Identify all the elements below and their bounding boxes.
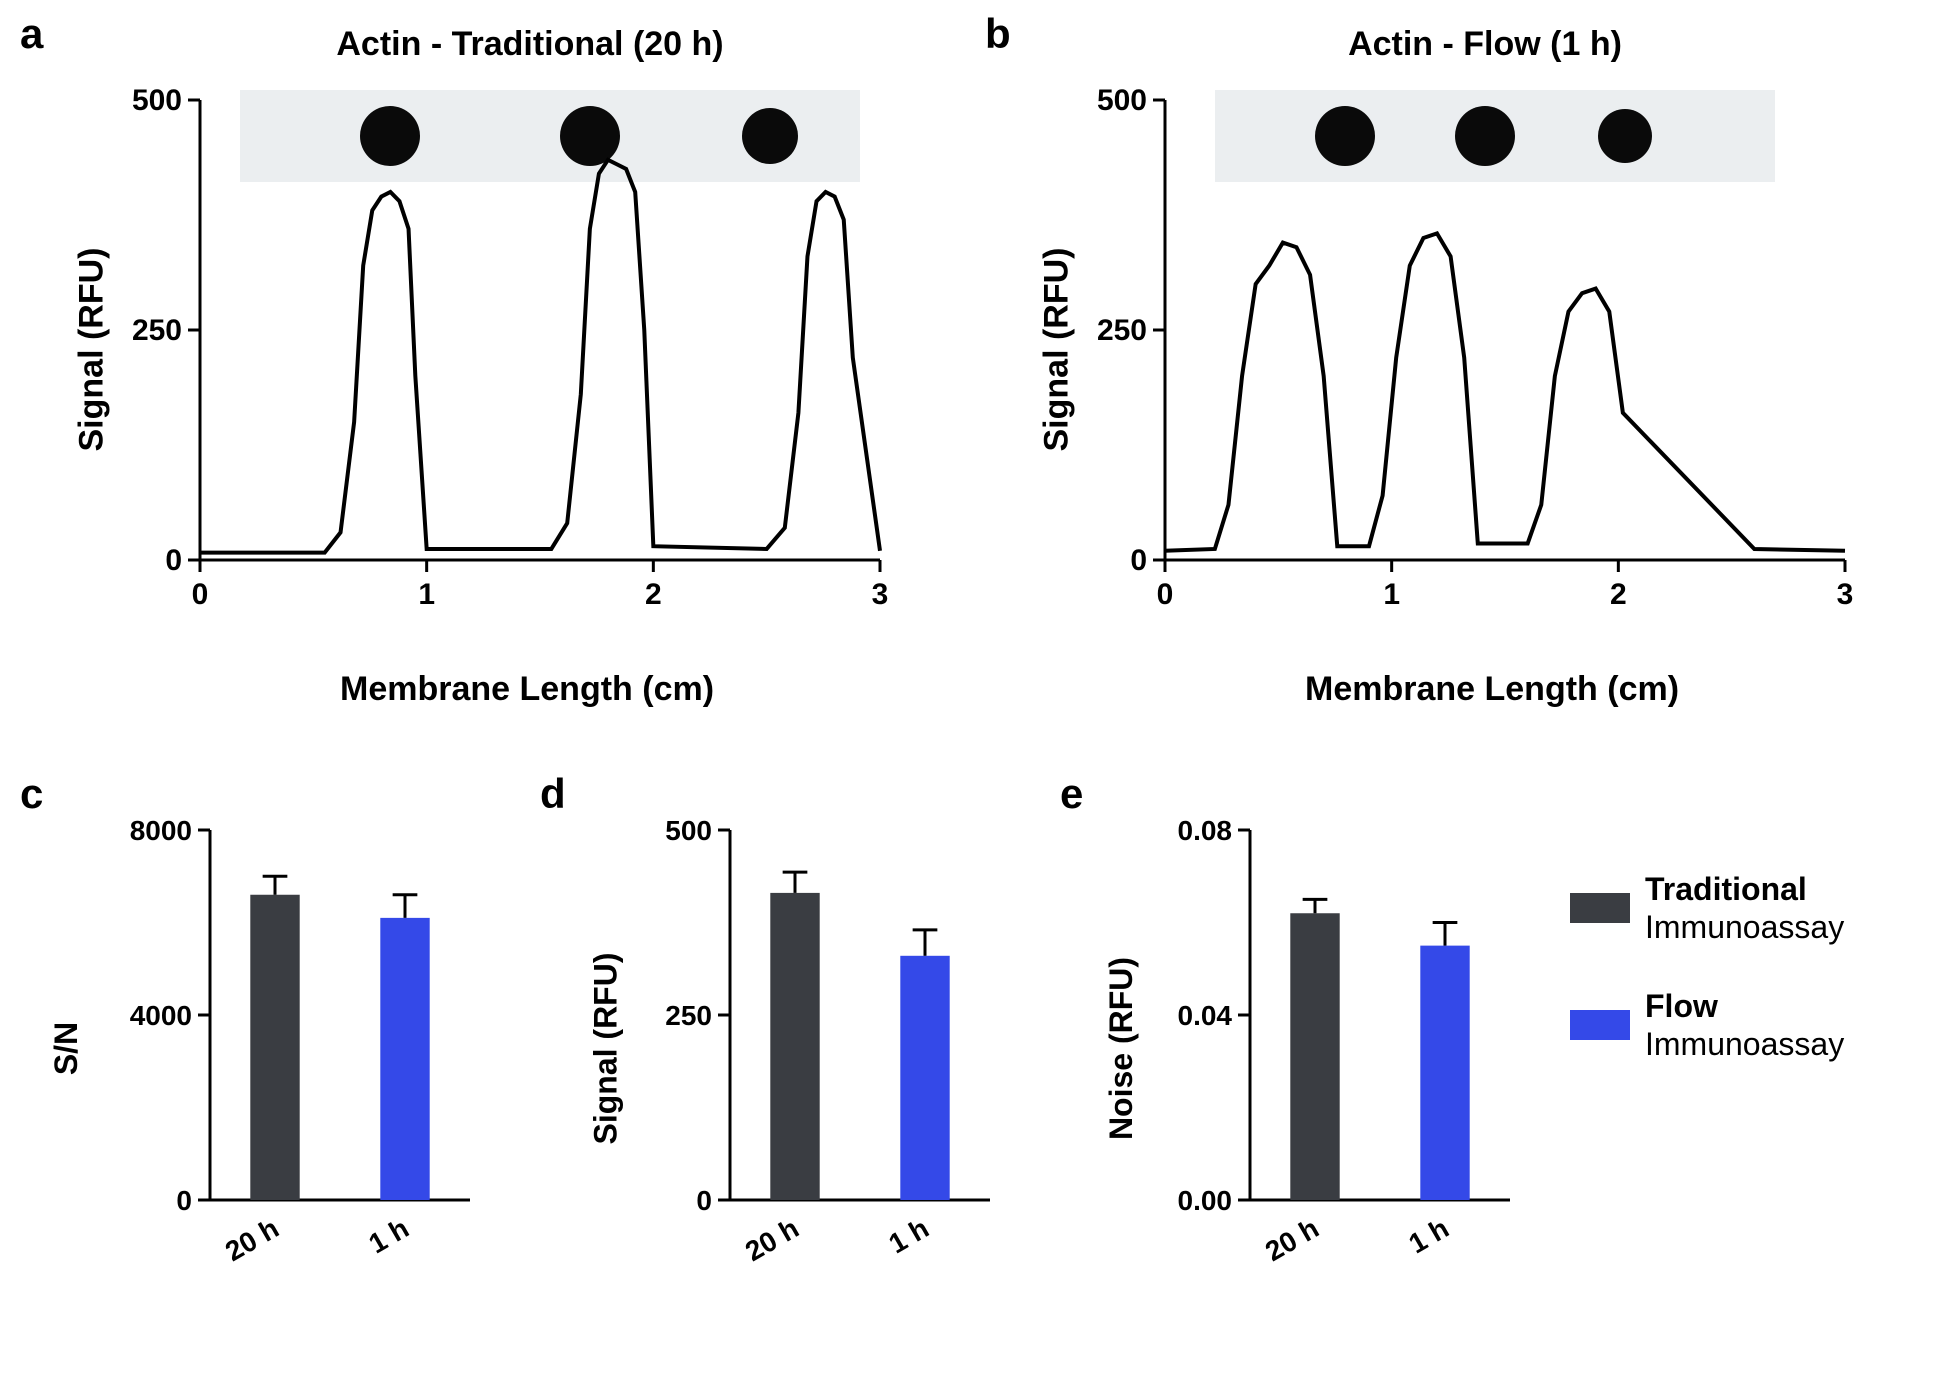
svg-text:3: 3 bbox=[872, 578, 889, 611]
svg-text:20 h: 20 h bbox=[220, 1212, 284, 1267]
panel-b: b Actin - Flow (1 h) 0 250 500 0 1 2 3 Signal … bbox=[985, 10, 1905, 730]
svg-text:1: 1 bbox=[418, 578, 435, 611]
svg-text:0: 0 bbox=[192, 578, 209, 611]
panel-b-ylabel: Signal (RFU) bbox=[1037, 248, 1076, 452]
svg-text:250: 250 bbox=[132, 314, 182, 347]
panel-d: d 0 250 500 20 h 1 h Signal (RFU) bbox=[540, 770, 1010, 1360]
svg-text:1 h: 1 h bbox=[363, 1212, 414, 1259]
panel-b-label: b bbox=[985, 10, 1011, 58]
legend-text: FlowImmunoassay bbox=[1645, 987, 1844, 1064]
panel-c: c 0 4000 8000 20 h 1 h S/N bbox=[20, 770, 490, 1360]
svg-text:4000: 4000 bbox=[130, 1000, 192, 1031]
panel-d-ylabel: Signal (RFU) bbox=[587, 953, 624, 1145]
panel-e-ylabel: Noise (RFU) bbox=[1103, 957, 1140, 1140]
panel-b-xlabel: Membrane Length (cm) bbox=[1305, 670, 1679, 709]
panel-a-xlabel: Membrane Length (cm) bbox=[340, 670, 714, 709]
panel-a-title: Actin - Traditional (20 h) bbox=[220, 25, 840, 64]
panel-e: e 0.00 0.04 0.08 20 h 1 h Noise (RFU) bbox=[1060, 770, 1530, 1360]
svg-text:1 h: 1 h bbox=[1403, 1212, 1454, 1259]
panel-c-label: c bbox=[20, 770, 43, 818]
panel-d-label: d bbox=[540, 770, 566, 818]
svg-text:0: 0 bbox=[165, 544, 182, 577]
svg-text:2: 2 bbox=[645, 578, 662, 611]
panel-a-label: a bbox=[20, 10, 43, 58]
svg-text:0.04: 0.04 bbox=[1178, 1000, 1233, 1031]
svg-text:500: 500 bbox=[665, 815, 712, 846]
panel-a-line-chart: 02505000123 bbox=[150, 70, 890, 630]
legend-text: TraditionalImmunoassay bbox=[1645, 870, 1844, 947]
svg-text:20 h: 20 h bbox=[1260, 1212, 1324, 1267]
figure-root: a Actin - Traditional (20 h) 0 250 500 0 1 2 3… bbox=[0, 0, 1949, 1384]
svg-text:1: 1 bbox=[1383, 578, 1400, 611]
panel-a-ylabel: Signal (RFU) bbox=[72, 248, 111, 452]
svg-text:0.08: 0.08 bbox=[1178, 815, 1233, 846]
svg-text:0: 0 bbox=[1130, 544, 1147, 577]
svg-text:0: 0 bbox=[1157, 578, 1174, 611]
legend-item: FlowImmunoassay bbox=[1570, 987, 1844, 1064]
svg-text:8000: 8000 bbox=[130, 815, 192, 846]
panel-e-label: e bbox=[1060, 770, 1083, 818]
legend: TraditionalImmunoassay FlowImmunoassay bbox=[1570, 870, 1844, 1104]
panel-a: a Actin - Traditional (20 h) 0 250 500 0 1 2 3… bbox=[20, 10, 940, 730]
panel-d-bar-chart: 0 250 500 20 h 1 h bbox=[660, 810, 1000, 1290]
panel-b-line-chart: 02505000123 bbox=[1115, 70, 1855, 630]
svg-text:0: 0 bbox=[176, 1185, 192, 1216]
svg-text:2: 2 bbox=[1610, 578, 1627, 611]
svg-text:500: 500 bbox=[1097, 84, 1147, 117]
svg-text:0: 0 bbox=[696, 1185, 712, 1216]
legend-swatch bbox=[1570, 893, 1630, 923]
svg-text:250: 250 bbox=[665, 1000, 712, 1031]
panel-b-title: Actin - Flow (1 h) bbox=[1205, 25, 1765, 64]
svg-text:500: 500 bbox=[132, 84, 182, 117]
panel-c-bar-chart: 04000800020 h1 h bbox=[140, 810, 480, 1290]
panel-c-ylabel: S/N bbox=[48, 1022, 85, 1075]
svg-text:0.00: 0.00 bbox=[1178, 1185, 1233, 1216]
svg-text:3: 3 bbox=[1837, 578, 1854, 611]
legend-item: TraditionalImmunoassay bbox=[1570, 870, 1844, 947]
svg-text:20 h: 20 h bbox=[740, 1212, 804, 1267]
legend-swatch bbox=[1570, 1010, 1630, 1040]
svg-text:1 h: 1 h bbox=[883, 1212, 934, 1259]
svg-text:250: 250 bbox=[1097, 314, 1147, 347]
panel-e-bar-chart: 0.00 0.04 0.08 20 h 1 h bbox=[1180, 810, 1520, 1290]
